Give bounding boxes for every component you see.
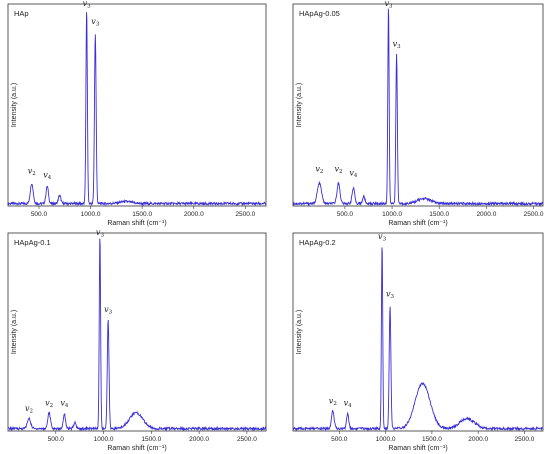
x-tick-label: 1000.0 <box>382 211 402 218</box>
y-axis-label: Intensity (a.u.) <box>11 310 18 354</box>
peak-label: v2 <box>329 396 337 407</box>
y-axis-label: Intensity (a.u.) <box>296 83 303 127</box>
x-tick-label: 2500.0 <box>235 211 255 218</box>
x-tick-label: 2000.0 <box>184 211 204 218</box>
chart-svg-hapag-0-05: 500.0 1000.0 1500.0 2000.0 2500.0 Raman shift… <box>292 0 544 227</box>
x-tick-label: 2500.0 <box>515 436 535 443</box>
spectrum-line <box>292 247 544 432</box>
peak-label: v3 <box>83 0 92 10</box>
plot-frame <box>292 232 544 432</box>
x-tick-label: 2000.0 <box>468 436 488 443</box>
chart-panel-hapag-0-2: 500.0 1000.0 1500.0 2000.0 2500.0 Raman shift… <box>275 227 550 454</box>
plot-frame <box>292 3 544 207</box>
peak-label: v3 <box>393 39 402 50</box>
x-tick-label: 500.0 <box>31 211 48 218</box>
x-axis-label: Raman shift (cm⁻¹) <box>107 445 166 452</box>
x-tick-label: 1500.0 <box>429 211 449 218</box>
chart-panel-hap: 500.0 1000.0 1500.0 2000.0 2500.0 Raman shift… <box>0 0 275 227</box>
spectrum-line <box>7 12 267 207</box>
peak-label: v2 <box>45 398 53 409</box>
peak-label: v3 <box>386 289 395 300</box>
y-axis-label: Intensity (a.u.) <box>11 83 18 127</box>
spectrum-line <box>292 8 544 207</box>
x-tick-label: 2500.0 <box>524 211 544 218</box>
panel-label: HApAg-0.05 <box>299 9 340 18</box>
peak-label: v3 <box>91 17 100 28</box>
chart-panel-hapag-0-1: 500.0 1000.0 1500.0 2000.0 2500.0 Raman shift… <box>0 227 275 454</box>
peak-label: v3 <box>384 0 393 10</box>
x-tick-label: 2500.0 <box>237 436 257 443</box>
peak-label: v3 <box>96 228 105 239</box>
peak-label: v4 <box>349 169 358 180</box>
panel-label: HAp <box>14 9 29 18</box>
x-tick-label: 1000.0 <box>94 436 114 443</box>
panel-label: HApAg-0.1 <box>14 238 51 247</box>
peak-label: v4 <box>60 398 69 409</box>
plot-frame <box>7 232 267 432</box>
peak-label: v2 <box>334 165 342 176</box>
x-tick-label: 1000.0 <box>376 436 396 443</box>
plot-frame <box>7 3 267 207</box>
x-tick-label: 500.0 <box>337 211 354 218</box>
x-axis-label: Raman shift (cm⁻¹) <box>107 220 166 227</box>
x-tick-label: 500.0 <box>331 436 348 443</box>
x-axis-label: Raman shift (cm⁻¹) <box>388 220 447 227</box>
chart-svg-hapag-0-1: 500.0 1000.0 1500.0 2000.0 2500.0 Raman shift… <box>7 228 267 452</box>
spectrum-line <box>7 238 267 432</box>
chart-panel-hapag-0-05: 500.0 1000.0 1500.0 2000.0 2500.0 Raman shift… <box>275 0 550 227</box>
peak-label: v2 <box>315 165 323 176</box>
chart-svg-hapag-0-2: 500.0 1000.0 1500.0 2000.0 2500.0 Raman shift… <box>292 232 544 452</box>
peak-label: v4 <box>43 171 52 182</box>
x-tick-label: 2000.0 <box>189 436 209 443</box>
y-axis-label: Intensity (a.u.) <box>296 310 303 354</box>
peak-label: v3 <box>378 232 387 243</box>
x-axis-label: Raman shift (cm⁻¹) <box>388 445 447 452</box>
x-tick-label: 1500.0 <box>141 436 161 443</box>
peak-label: v3 <box>104 305 113 316</box>
x-tick-label: 500.0 <box>48 436 65 443</box>
peak-label: v2 <box>25 404 33 415</box>
x-tick-label: 1500.0 <box>132 211 152 218</box>
peak-label: v2 <box>28 167 36 178</box>
peak-label: v4 <box>344 398 353 409</box>
panel-label: HApAg-0.2 <box>299 238 336 247</box>
chart-svg-hap: 500.0 1000.0 1500.0 2000.0 2500.0 Raman shift… <box>7 0 267 227</box>
x-tick-label: 1500.0 <box>422 436 442 443</box>
x-tick-label: 1000.0 <box>81 211 101 218</box>
x-tick-label: 2000.0 <box>476 211 496 218</box>
